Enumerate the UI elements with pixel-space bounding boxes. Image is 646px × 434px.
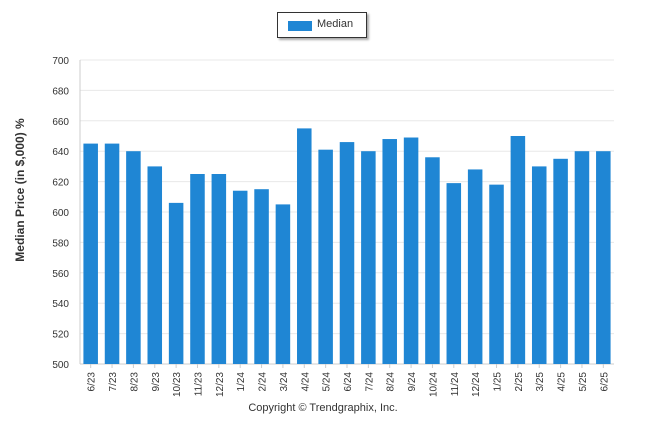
x-tick-label: 6/23 (87, 372, 98, 392)
bar (361, 151, 376, 364)
x-tick-label: 8/23 (129, 372, 140, 392)
legend-swatch (288, 21, 312, 31)
x-tick-label: 11/23 (193, 372, 204, 397)
bar (553, 158, 568, 364)
y-axis-title: Median Price (in $,000) % (13, 118, 27, 262)
x-tick-label: 8/24 (386, 372, 397, 392)
bar (510, 136, 526, 364)
x-tick-label: 10/24 (428, 372, 439, 397)
bar (168, 202, 184, 364)
x-tick-label: 5/25 (578, 372, 589, 392)
x-tick-label: 6/24 (343, 372, 354, 392)
x-tick-label: 1/25 (493, 372, 504, 392)
bar (147, 166, 163, 364)
bar (318, 149, 333, 364)
y-tick-label: 580 (52, 238, 69, 249)
y-tick-label: 600 (52, 208, 69, 219)
bar (275, 204, 291, 364)
x-tick-label: 11/24 (450, 372, 461, 397)
bar (382, 139, 397, 364)
y-tick-label: 660 (52, 117, 69, 128)
bar (297, 128, 312, 364)
bar (446, 183, 462, 364)
bar (489, 184, 504, 364)
x-tick-label: 4/25 (557, 372, 568, 392)
x-tick-label: 12/23 (215, 372, 226, 397)
y-tick-label: 520 (52, 330, 69, 341)
x-tick-label: 10/23 (172, 372, 183, 397)
x-tick-label: 2/25 (514, 372, 525, 392)
x-tick-label: 9/24 (407, 372, 418, 392)
x-tick-label: 6/25 (599, 372, 610, 392)
y-tick-label: 500 (52, 360, 69, 371)
y-axis-title-container: Median Price (in $,000) % (6, 80, 34, 300)
copyright-text: Copyright © Trendgraphix, Inc. (248, 402, 398, 414)
bar (83, 143, 98, 364)
x-tick-label: 9/23 (151, 372, 162, 392)
bar (211, 174, 227, 364)
bar (425, 157, 440, 364)
y-tick-label: 540 (52, 299, 69, 310)
bar (596, 151, 611, 364)
x-tick-label: 7/23 (108, 372, 119, 392)
bar (467, 169, 483, 364)
x-tick-label: 3/24 (279, 372, 290, 392)
y-tick-label: 560 (52, 269, 69, 280)
bar (254, 189, 269, 364)
y-tick-label: 640 (52, 147, 69, 158)
legend[interactable]: Median (277, 12, 367, 38)
x-tick-label: 4/24 (300, 372, 311, 392)
bar (403, 137, 419, 364)
x-tick-label: 5/24 (322, 372, 333, 392)
bar (190, 174, 205, 364)
x-tick-label: 7/24 (364, 372, 375, 392)
bar (574, 151, 590, 364)
x-tick-label: 1/24 (236, 372, 247, 392)
bar (232, 190, 248, 364)
legend-label: Median (317, 18, 354, 30)
bar (126, 151, 141, 364)
y-tick-label: 700 (52, 56, 69, 67)
y-tick-label: 620 (52, 178, 69, 189)
bar (104, 143, 120, 364)
y-tick-label: 680 (52, 86, 69, 97)
x-tick-label: 2/24 (258, 372, 269, 392)
bar (339, 142, 355, 364)
x-tick-label: 12/24 (471, 372, 482, 397)
x-tick-label: 3/25 (535, 372, 546, 392)
bar (531, 166, 547, 364)
